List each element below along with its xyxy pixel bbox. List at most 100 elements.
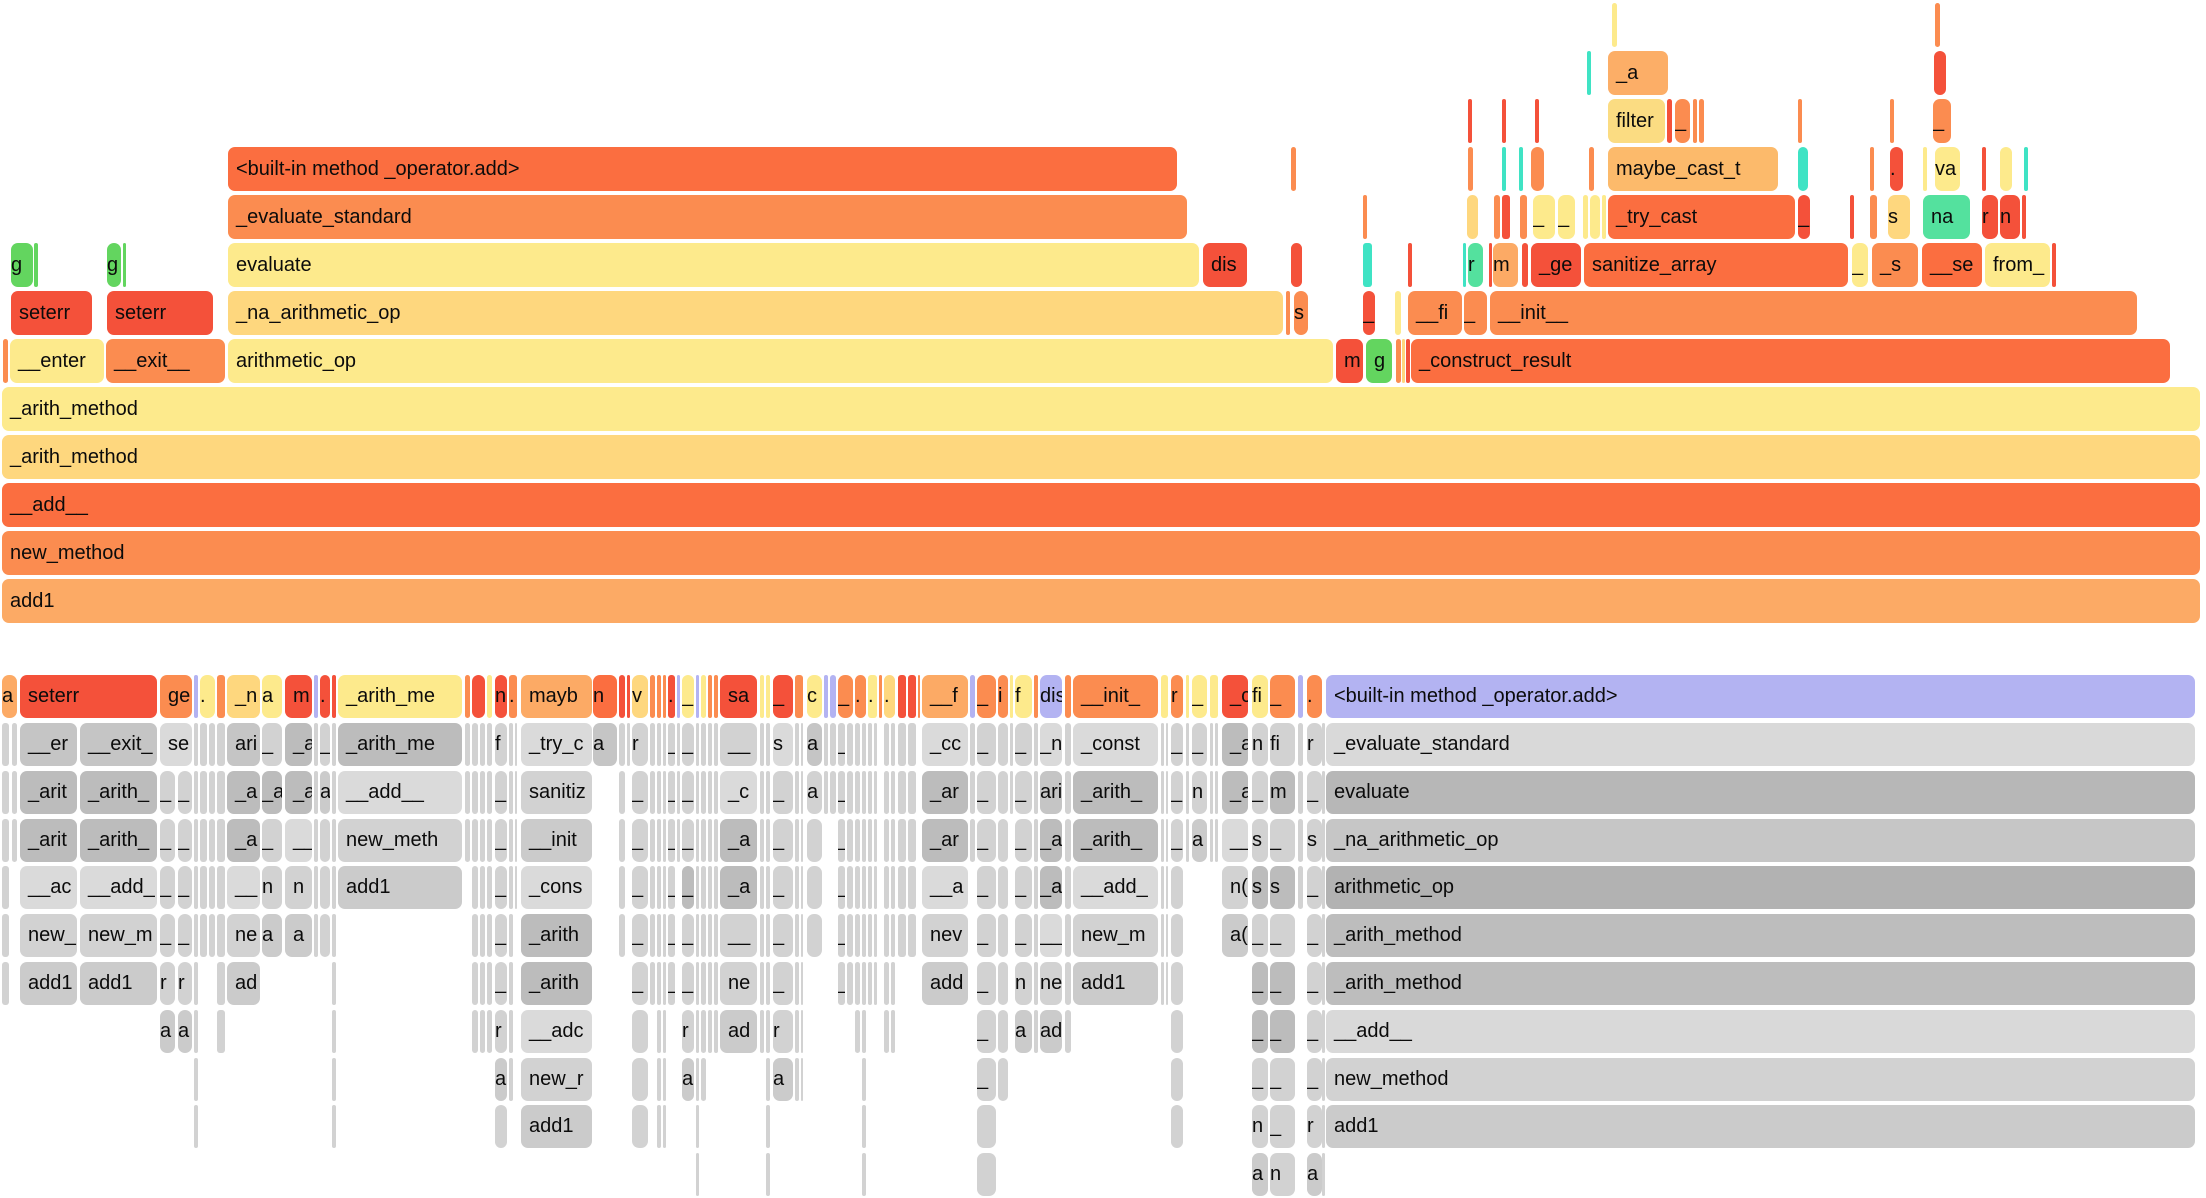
caller-frame-sliver[interactable] (1166, 962, 1168, 1005)
caller-frame-sliver[interactable] (1065, 819, 1071, 862)
caller-frame-bar[interactable]: _ (1015, 771, 1032, 814)
frame-bar[interactable] (1699, 99, 1704, 143)
caller-frame-bar[interactable] (1171, 866, 1183, 909)
caller-frame-sliver[interactable] (1065, 1010, 1071, 1053)
frame-bar[interactable] (1406, 339, 1410, 383)
caller-frame-sliver[interactable] (217, 1010, 225, 1053)
caller-frame-sliver[interactable] (627, 723, 630, 766)
caller-frame-sliver[interactable] (795, 962, 799, 1005)
caller-frame-bar[interactable]: _ (668, 723, 675, 766)
caller-frame-bar[interactable]: _ (160, 819, 175, 862)
caller-frame-bar[interactable] (1171, 1105, 1183, 1148)
caller-frame-sliver[interactable] (908, 819, 916, 862)
caller-frame-bar[interactable]: _na (1040, 723, 1062, 766)
frame-bar[interactable] (1502, 99, 1506, 143)
caller-frame-bar[interactable]: ne (227, 914, 260, 957)
frame-bar[interactable] (472, 675, 485, 718)
caller-frame-sliver[interactable] (209, 914, 215, 957)
caller-frame-sliver[interactable] (795, 1058, 799, 1101)
caller-frame-sliver[interactable] (696, 723, 699, 766)
frame-bar[interactable] (1502, 147, 1506, 191)
caller-frame-sliver[interactable] (480, 866, 485, 909)
caller-frame-sliver[interactable] (824, 723, 828, 766)
caller-frame-bar[interactable]: add1 (1073, 962, 1158, 1005)
frame-bar[interactable]: sanitize_array (1584, 243, 1848, 287)
frame-bar[interactable] (627, 675, 630, 718)
frame-bar[interactable] (332, 675, 336, 718)
caller-frame-sliver[interactable] (891, 866, 895, 909)
frame-bar[interactable]: __init__ (1490, 291, 2137, 335)
caller-frame-sliver[interactable] (663, 1105, 666, 1148)
caller-frame-sliver[interactable] (855, 866, 860, 909)
caller-frame-sliver[interactable] (898, 723, 906, 766)
frame-bar[interactable] (970, 675, 975, 718)
caller-frame-sliver[interactable] (696, 771, 699, 814)
caller-frame-sliver[interactable] (2, 771, 9, 814)
caller-frame-bar[interactable]: _a (1222, 771, 1248, 814)
caller-frame-bar[interactable]: _ (682, 819, 694, 862)
frame-bar[interactable] (1923, 147, 1927, 191)
caller-frame-sliver[interactable] (1034, 771, 1038, 814)
caller-frame-bar[interactable]: _ (682, 914, 694, 957)
caller-frame-bar[interactable]: _arith_ (80, 819, 157, 862)
caller-frame-sliver[interactable] (898, 866, 906, 909)
frame-bar[interactable]: s (1294, 291, 1308, 335)
caller-frame-bar[interactable]: a (593, 723, 617, 766)
caller-frame-bar[interactable]: a (1307, 1153, 1322, 1196)
caller-frame-sliver[interactable] (619, 771, 625, 814)
caller-frame-sliver[interactable] (1322, 819, 1325, 862)
caller-frame-bar[interactable]: _ (977, 866, 996, 909)
caller-frame-sliver[interactable] (509, 914, 513, 957)
caller-frame-bar[interactable]: _ (1015, 819, 1032, 862)
frame-bar[interactable]: _s (1872, 243, 1918, 287)
caller-frame-sliver[interactable] (1210, 819, 1213, 862)
frame-bar[interactable] (1468, 147, 1473, 191)
caller-frame-bar[interactable]: _ (495, 962, 507, 1005)
caller-frame-bar[interactable]: _ (838, 819, 845, 862)
caller-frame-sliver[interactable] (1322, 1058, 1325, 1101)
caller-frame-sliver[interactable] (714, 1010, 718, 1053)
caller-frame-bar[interactable]: n (285, 866, 312, 909)
frame-bar[interactable] (1395, 291, 1401, 335)
caller-frame-sliver[interactable] (465, 819, 470, 862)
caller-frame-sliver[interactable] (701, 866, 706, 909)
caller-frame-sliver[interactable] (663, 866, 666, 909)
caller-frame-bar[interactable]: _ (1171, 723, 1183, 766)
caller-frame-bar[interactable]: a (1192, 819, 1207, 862)
frame-bar[interactable] (1890, 99, 1894, 143)
frame-bar[interactable] (1850, 195, 1854, 239)
caller-frame-bar[interactable]: _ (838, 962, 845, 1005)
caller-frame-sliver[interactable] (480, 914, 485, 957)
frame-bar[interactable]: mayb (521, 675, 592, 718)
frame-bar[interactable]: g (1366, 339, 1392, 383)
caller-frame-sliver[interactable] (696, 962, 699, 1005)
frame-bar[interactable]: __exit__ (106, 339, 225, 383)
caller-frame-bar[interactable]: _ (1307, 771, 1322, 814)
frame-bar[interactable] (1298, 675, 1303, 718)
caller-frame-bar[interactable]: _arith_ (80, 771, 157, 814)
caller-frame-sliver[interactable] (650, 723, 655, 766)
caller-frame-bar[interactable]: _ (495, 914, 507, 957)
caller-frame-bar[interactable]: _arith_method (1326, 962, 2195, 1005)
caller-frame-sliver[interactable] (1166, 866, 1168, 909)
frame-bar[interactable]: m (1336, 339, 1363, 383)
caller-frame-bar[interactable]: ne (720, 962, 757, 1005)
frame-bar[interactable]: m (1493, 243, 1518, 287)
caller-frame-bar[interactable] (1171, 1058, 1183, 1101)
caller-frame-sliver[interactable] (701, 914, 706, 957)
frame-bar[interactable]: . (509, 675, 517, 718)
caller-frame-sliver[interactable] (760, 962, 764, 1005)
caller-frame-sliver[interactable] (998, 819, 1008, 862)
caller-frame-bar[interactable]: _arith (521, 914, 592, 957)
caller-frame-sliver[interactable] (663, 962, 666, 1005)
frame-bar[interactable] (1463, 243, 1466, 287)
caller-frame-sliver[interactable] (650, 914, 655, 957)
caller-frame-sliver[interactable] (862, 1153, 866, 1196)
frame-bar[interactable]: _ (1558, 195, 1575, 239)
caller-frame-sliver[interactable] (1065, 723, 1071, 766)
caller-frame-bar[interactable]: a( (1222, 914, 1248, 957)
caller-frame-sliver[interactable] (1186, 771, 1189, 814)
frame-bar[interactable] (2052, 243, 2056, 287)
caller-frame-sliver[interactable] (217, 723, 225, 766)
caller-frame-bar[interactable]: _ (977, 1058, 996, 1101)
